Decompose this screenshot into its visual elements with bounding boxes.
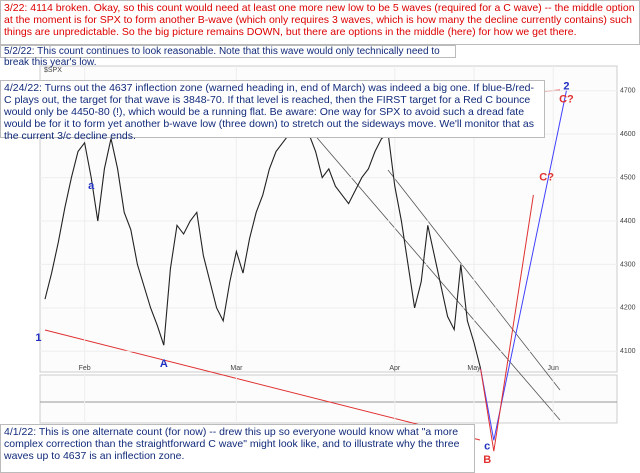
wave-label: C? <box>559 93 574 105</box>
y-tick-label: 4700 <box>620 88 636 95</box>
wave-label: B <box>483 454 491 466</box>
x-tick-label: Apr <box>389 365 401 372</box>
price-line <box>480 90 567 441</box>
price-line <box>44 117 482 369</box>
note: 4/24/22: Turns out the 4637 inflection z… <box>0 80 545 142</box>
symbol: $SPX <box>44 67 62 74</box>
y-tick-label: 4300 <box>620 261 636 268</box>
wave-label: A <box>160 358 168 370</box>
wave-label: 2 <box>563 80 569 92</box>
y-tick-label: 4400 <box>620 218 636 225</box>
y-tick-label: 4600 <box>620 131 636 138</box>
wave-label: a <box>88 180 95 192</box>
channel-line <box>299 117 561 421</box>
price-line <box>480 194 534 452</box>
trend-line <box>44 329 481 441</box>
wave-label: c <box>484 441 490 453</box>
macd-panel <box>39 374 618 424</box>
x-tick-label: May <box>467 365 481 372</box>
y-tick-label: 4200 <box>620 305 636 312</box>
note: 4/1/22: This is one alternate count (for… <box>0 424 475 473</box>
wave-label: 1 <box>35 332 41 344</box>
note: 5/2/22: This count continues to look rea… <box>0 45 456 68</box>
y-tick-label: 4500 <box>620 174 636 181</box>
note: 3/22: 4114 broken. Okay, so this count w… <box>0 0 640 45</box>
x-tick-label: Mar <box>230 365 243 372</box>
wave-label: C? <box>539 171 554 183</box>
x-tick-label: Feb <box>79 365 91 372</box>
y-tick-label: 4100 <box>620 348 636 355</box>
x-tick-label: Jun <box>548 365 559 372</box>
